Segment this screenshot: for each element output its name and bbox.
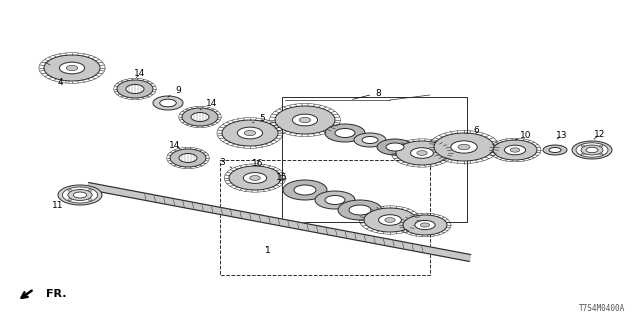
Ellipse shape xyxy=(292,114,317,126)
Ellipse shape xyxy=(362,137,378,143)
Text: 6: 6 xyxy=(467,125,479,134)
Ellipse shape xyxy=(191,113,209,122)
Ellipse shape xyxy=(451,141,477,153)
Bar xyxy=(282,97,467,222)
Ellipse shape xyxy=(586,147,598,153)
Ellipse shape xyxy=(58,185,102,205)
Ellipse shape xyxy=(44,55,100,81)
Ellipse shape xyxy=(300,117,310,123)
Ellipse shape xyxy=(179,154,197,163)
Ellipse shape xyxy=(364,208,416,232)
Ellipse shape xyxy=(549,148,561,153)
Ellipse shape xyxy=(403,215,447,235)
Text: 16: 16 xyxy=(252,158,264,167)
Ellipse shape xyxy=(417,151,427,156)
Ellipse shape xyxy=(325,196,345,204)
Ellipse shape xyxy=(243,172,267,183)
Ellipse shape xyxy=(250,176,260,180)
Ellipse shape xyxy=(74,192,86,198)
Ellipse shape xyxy=(600,145,603,147)
Text: 12: 12 xyxy=(594,130,605,139)
Text: 5: 5 xyxy=(253,114,265,123)
Ellipse shape xyxy=(386,143,404,151)
Text: T7S4M0400A: T7S4M0400A xyxy=(579,304,625,313)
Ellipse shape xyxy=(170,149,206,167)
Ellipse shape xyxy=(420,223,429,227)
Ellipse shape xyxy=(67,65,77,71)
Ellipse shape xyxy=(88,189,92,191)
Text: 10: 10 xyxy=(515,131,532,140)
Ellipse shape xyxy=(458,144,470,150)
Ellipse shape xyxy=(68,189,92,201)
Ellipse shape xyxy=(581,145,584,147)
Ellipse shape xyxy=(572,141,612,159)
Text: 9: 9 xyxy=(168,85,181,97)
Ellipse shape xyxy=(60,62,84,74)
Ellipse shape xyxy=(294,185,316,195)
Ellipse shape xyxy=(117,80,153,98)
Ellipse shape xyxy=(335,129,355,138)
Ellipse shape xyxy=(354,133,386,147)
Ellipse shape xyxy=(576,143,608,157)
Ellipse shape xyxy=(283,180,327,200)
Ellipse shape xyxy=(182,108,218,126)
Text: FR.: FR. xyxy=(46,289,67,299)
Ellipse shape xyxy=(379,215,401,225)
Text: 8: 8 xyxy=(353,89,381,99)
Text: 13: 13 xyxy=(556,131,568,140)
Ellipse shape xyxy=(325,124,365,142)
Ellipse shape xyxy=(385,218,395,222)
Text: 11: 11 xyxy=(52,201,69,210)
Ellipse shape xyxy=(581,145,603,155)
Ellipse shape xyxy=(68,189,72,191)
Ellipse shape xyxy=(543,145,567,155)
Polygon shape xyxy=(87,183,470,261)
Ellipse shape xyxy=(510,148,520,152)
Ellipse shape xyxy=(153,96,183,110)
Ellipse shape xyxy=(63,187,98,203)
Ellipse shape xyxy=(229,166,281,190)
Ellipse shape xyxy=(600,153,603,155)
Text: 3: 3 xyxy=(219,157,232,168)
Ellipse shape xyxy=(126,84,144,93)
Ellipse shape xyxy=(415,220,435,230)
Bar xyxy=(220,160,430,275)
Text: 14: 14 xyxy=(134,68,146,78)
Ellipse shape xyxy=(244,130,255,136)
Ellipse shape xyxy=(237,127,262,139)
Ellipse shape xyxy=(222,120,278,146)
Ellipse shape xyxy=(493,140,537,160)
Ellipse shape xyxy=(581,153,584,155)
Ellipse shape xyxy=(349,205,371,215)
Ellipse shape xyxy=(315,191,355,209)
Text: 14: 14 xyxy=(170,140,180,149)
Text: 1: 1 xyxy=(265,245,271,254)
Ellipse shape xyxy=(411,148,433,158)
Text: 15: 15 xyxy=(276,172,288,181)
Ellipse shape xyxy=(434,133,494,161)
Ellipse shape xyxy=(275,106,335,134)
Ellipse shape xyxy=(338,200,382,220)
Ellipse shape xyxy=(160,99,176,107)
Text: 4: 4 xyxy=(57,77,69,86)
Ellipse shape xyxy=(396,141,448,165)
Ellipse shape xyxy=(504,145,525,155)
Text: 14: 14 xyxy=(200,99,218,110)
Ellipse shape xyxy=(377,139,413,155)
Ellipse shape xyxy=(88,199,92,201)
Ellipse shape xyxy=(68,199,72,201)
